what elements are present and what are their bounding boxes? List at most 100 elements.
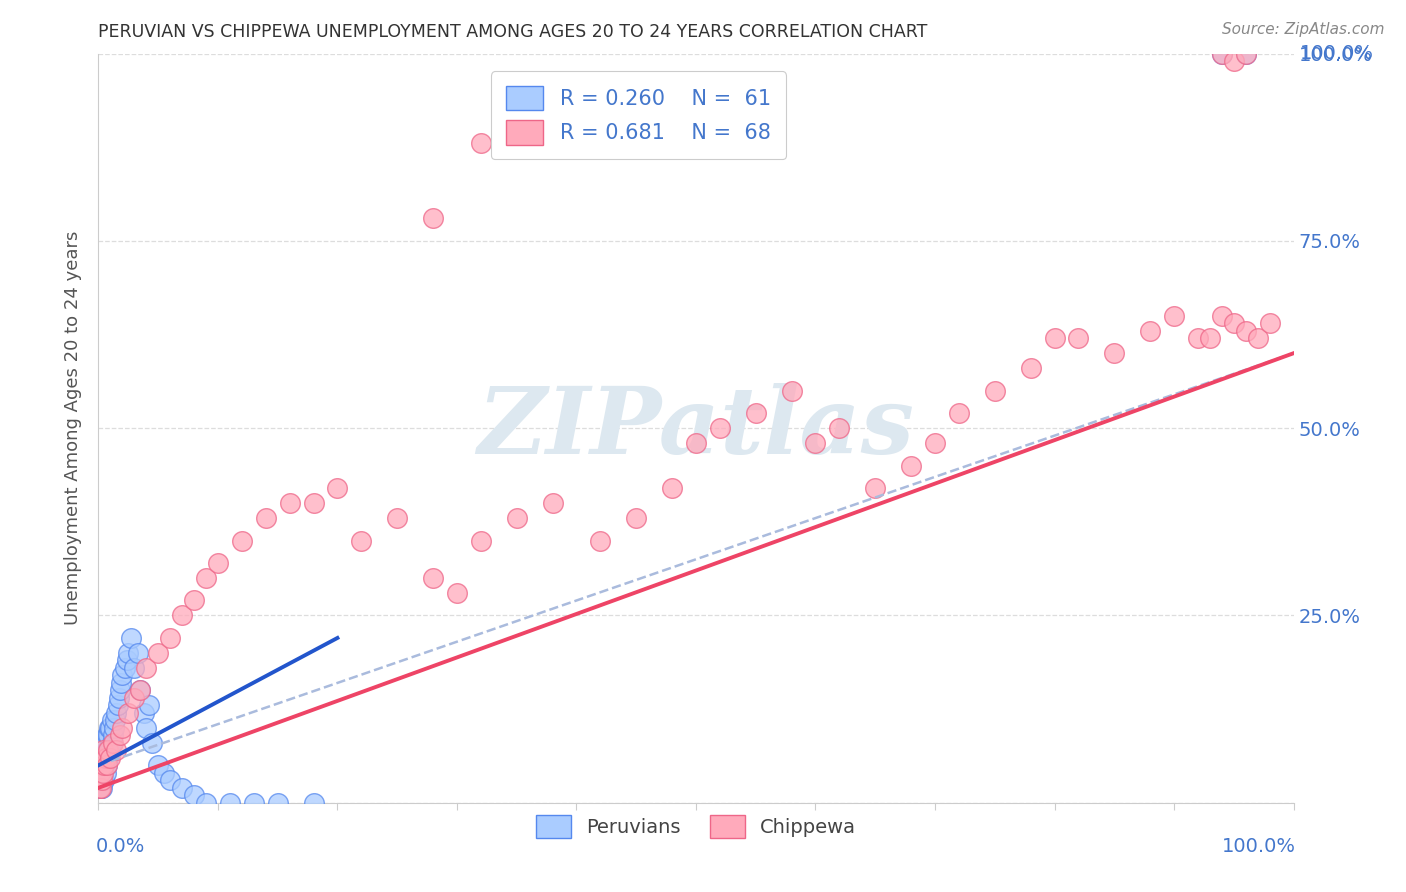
Point [138,698,160,713]
Text: 100.0%: 100.0% [1222,837,1296,855]
Point [470,533,492,548]
Point [98,743,121,757]
Point [900,458,922,473]
Point [94,765,117,780]
Point [94,751,117,765]
Point [804,436,827,450]
Point [780,384,803,398]
Point [1019,361,1042,376]
Point [101,728,124,742]
Point [148,758,170,772]
Text: Source: ZipAtlas.com: Source: ZipAtlas.com [1222,22,1385,37]
Point [159,773,181,788]
Point [97,728,120,742]
Point [948,406,970,420]
Point [745,406,768,420]
Point [183,593,205,607]
Point [90,773,112,788]
Point [91,780,114,795]
Point [90,780,112,795]
Point [135,661,157,675]
Point [105,706,128,720]
Point [1139,324,1161,338]
Point [1258,316,1281,330]
Text: PERUVIAN VS CHIPPEWA UNEMPLOYMENT AMONG AGES 20 TO 24 YEARS CORRELATION CHART: PERUVIAN VS CHIPPEWA UNEMPLOYMENT AMONG … [98,23,928,41]
Point [91,743,114,757]
Point [107,690,129,705]
Point [984,384,1007,398]
Point [278,496,301,510]
Point [1211,46,1233,61]
Point [1247,331,1270,345]
Point [506,511,529,525]
Point [124,690,146,705]
Point [685,436,707,450]
Point [1043,331,1066,345]
Point [111,668,134,682]
Point [446,586,468,600]
Legend: Peruvians, Chippewa: Peruvians, Chippewa [527,807,865,846]
Point [91,773,114,788]
Point [1223,316,1246,330]
Point [589,533,612,548]
Point [1104,346,1126,360]
Point [267,796,290,810]
Point [107,698,129,713]
Point [541,496,564,510]
Point [326,481,349,495]
Point [115,653,138,667]
Point [97,743,120,757]
Point [243,796,266,810]
Point [93,758,115,772]
Point [100,736,122,750]
Point [89,765,111,780]
Point [183,789,205,803]
Point [828,421,851,435]
Point [89,765,111,780]
Point [120,631,142,645]
Point [103,721,125,735]
Point [96,758,118,772]
Point [104,714,127,728]
Point [132,706,155,720]
Y-axis label: Unemployment Among Ages 20 to 24 years: Unemployment Among Ages 20 to 24 years [63,231,82,625]
Point [159,631,181,645]
Point [96,728,118,742]
Point [91,773,114,788]
Point [89,780,111,795]
Point [350,533,373,548]
Point [709,421,731,435]
Point [1163,309,1185,323]
Point [924,436,946,450]
Point [470,136,492,151]
Point [1234,324,1257,338]
Point [172,608,194,623]
Point [98,721,122,735]
Point [661,481,683,495]
Point [94,736,117,750]
Point [302,496,325,510]
Point [117,646,139,660]
Point [91,773,114,788]
Text: ZIPatlas: ZIPatlas [478,384,914,473]
Point [422,211,444,226]
Point [1223,54,1246,68]
Point [94,751,117,765]
Point [124,661,146,675]
Point [1211,309,1233,323]
Point [91,743,114,757]
Point [1187,331,1209,345]
Point [129,683,152,698]
Point [101,736,124,750]
Point [1211,46,1233,61]
Point [1067,331,1090,345]
Point [141,736,163,750]
Point [1199,331,1222,345]
Point [135,721,157,735]
Point [90,780,112,795]
Point [90,758,112,772]
Point [110,676,132,690]
Text: 100.0%: 100.0% [1299,44,1374,63]
Point [108,683,131,698]
Point [254,511,277,525]
